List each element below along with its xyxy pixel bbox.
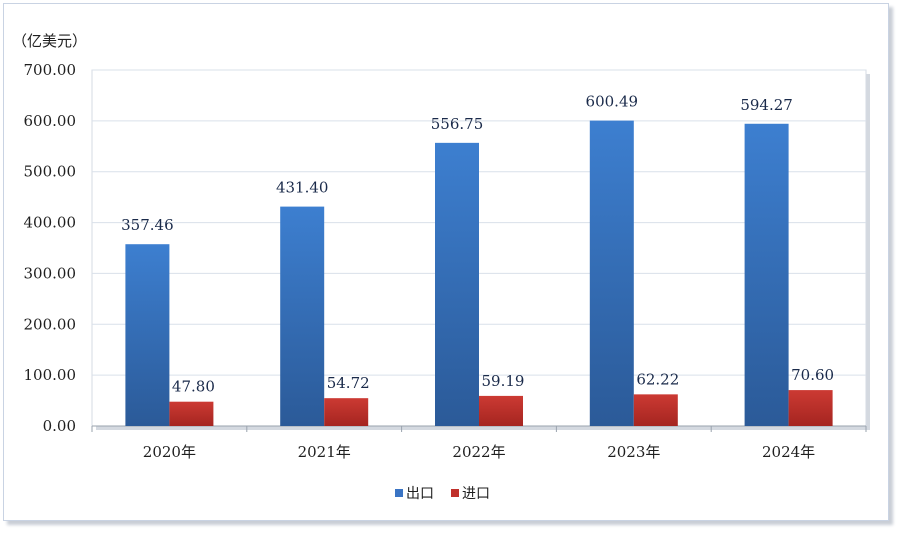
export-data-label: 594.27 xyxy=(740,96,793,114)
y-tick-label: 200.00 xyxy=(24,315,77,333)
legend-label-export: 出口 xyxy=(406,486,434,502)
unit-label: （亿美元） xyxy=(12,32,87,50)
import-bar xyxy=(788,390,833,426)
export-data-label: 357.46 xyxy=(121,216,174,234)
legend: 出口 进口 xyxy=(395,486,490,502)
y-tick-label: 400.00 xyxy=(24,214,77,232)
export-bar xyxy=(435,142,479,427)
export-data-label: 431.40 xyxy=(276,179,329,197)
legend-swatch-export xyxy=(395,489,403,497)
export-bar xyxy=(280,206,325,426)
import-bar xyxy=(324,398,369,426)
import-bar xyxy=(169,401,214,426)
y-tick-label: 0.00 xyxy=(43,417,76,435)
import-bar xyxy=(633,394,678,426)
x-tick-label: 2022年 xyxy=(452,443,505,461)
import-data-label: 47.80 xyxy=(172,378,215,396)
legend-swatch-import xyxy=(451,489,459,497)
import-data-label: 54.72 xyxy=(327,374,370,392)
y-tick-label: 700.00 xyxy=(24,61,77,79)
export-bar xyxy=(589,120,634,426)
import-bar xyxy=(479,395,523,426)
import-data-label: 62.22 xyxy=(636,370,679,388)
x-tick-label: 2021年 xyxy=(298,443,351,461)
x-tick-label: 2023年 xyxy=(607,443,660,461)
import-data-label: 59.19 xyxy=(482,372,525,390)
export-data-label: 556.75 xyxy=(431,115,484,133)
y-tick-label: 300.00 xyxy=(24,264,77,282)
plot-area: 0.00 100.00 200.00 300.00 400.00 500.00 600.00… xyxy=(24,61,870,461)
y-tick-label: 600.00 xyxy=(24,112,77,130)
export-data-label: 600.49 xyxy=(586,93,639,111)
x-tick-label: 2024年 xyxy=(762,443,815,461)
y-tick-label: 100.00 xyxy=(24,366,77,384)
import-data-label: 70.60 xyxy=(791,366,834,384)
export-bar xyxy=(744,123,789,427)
y-tick-label: 500.00 xyxy=(24,163,77,181)
x-tick-label: 2020年 xyxy=(143,443,196,461)
legend-label-import: 进口 xyxy=(462,486,490,502)
export-bar xyxy=(125,244,170,426)
